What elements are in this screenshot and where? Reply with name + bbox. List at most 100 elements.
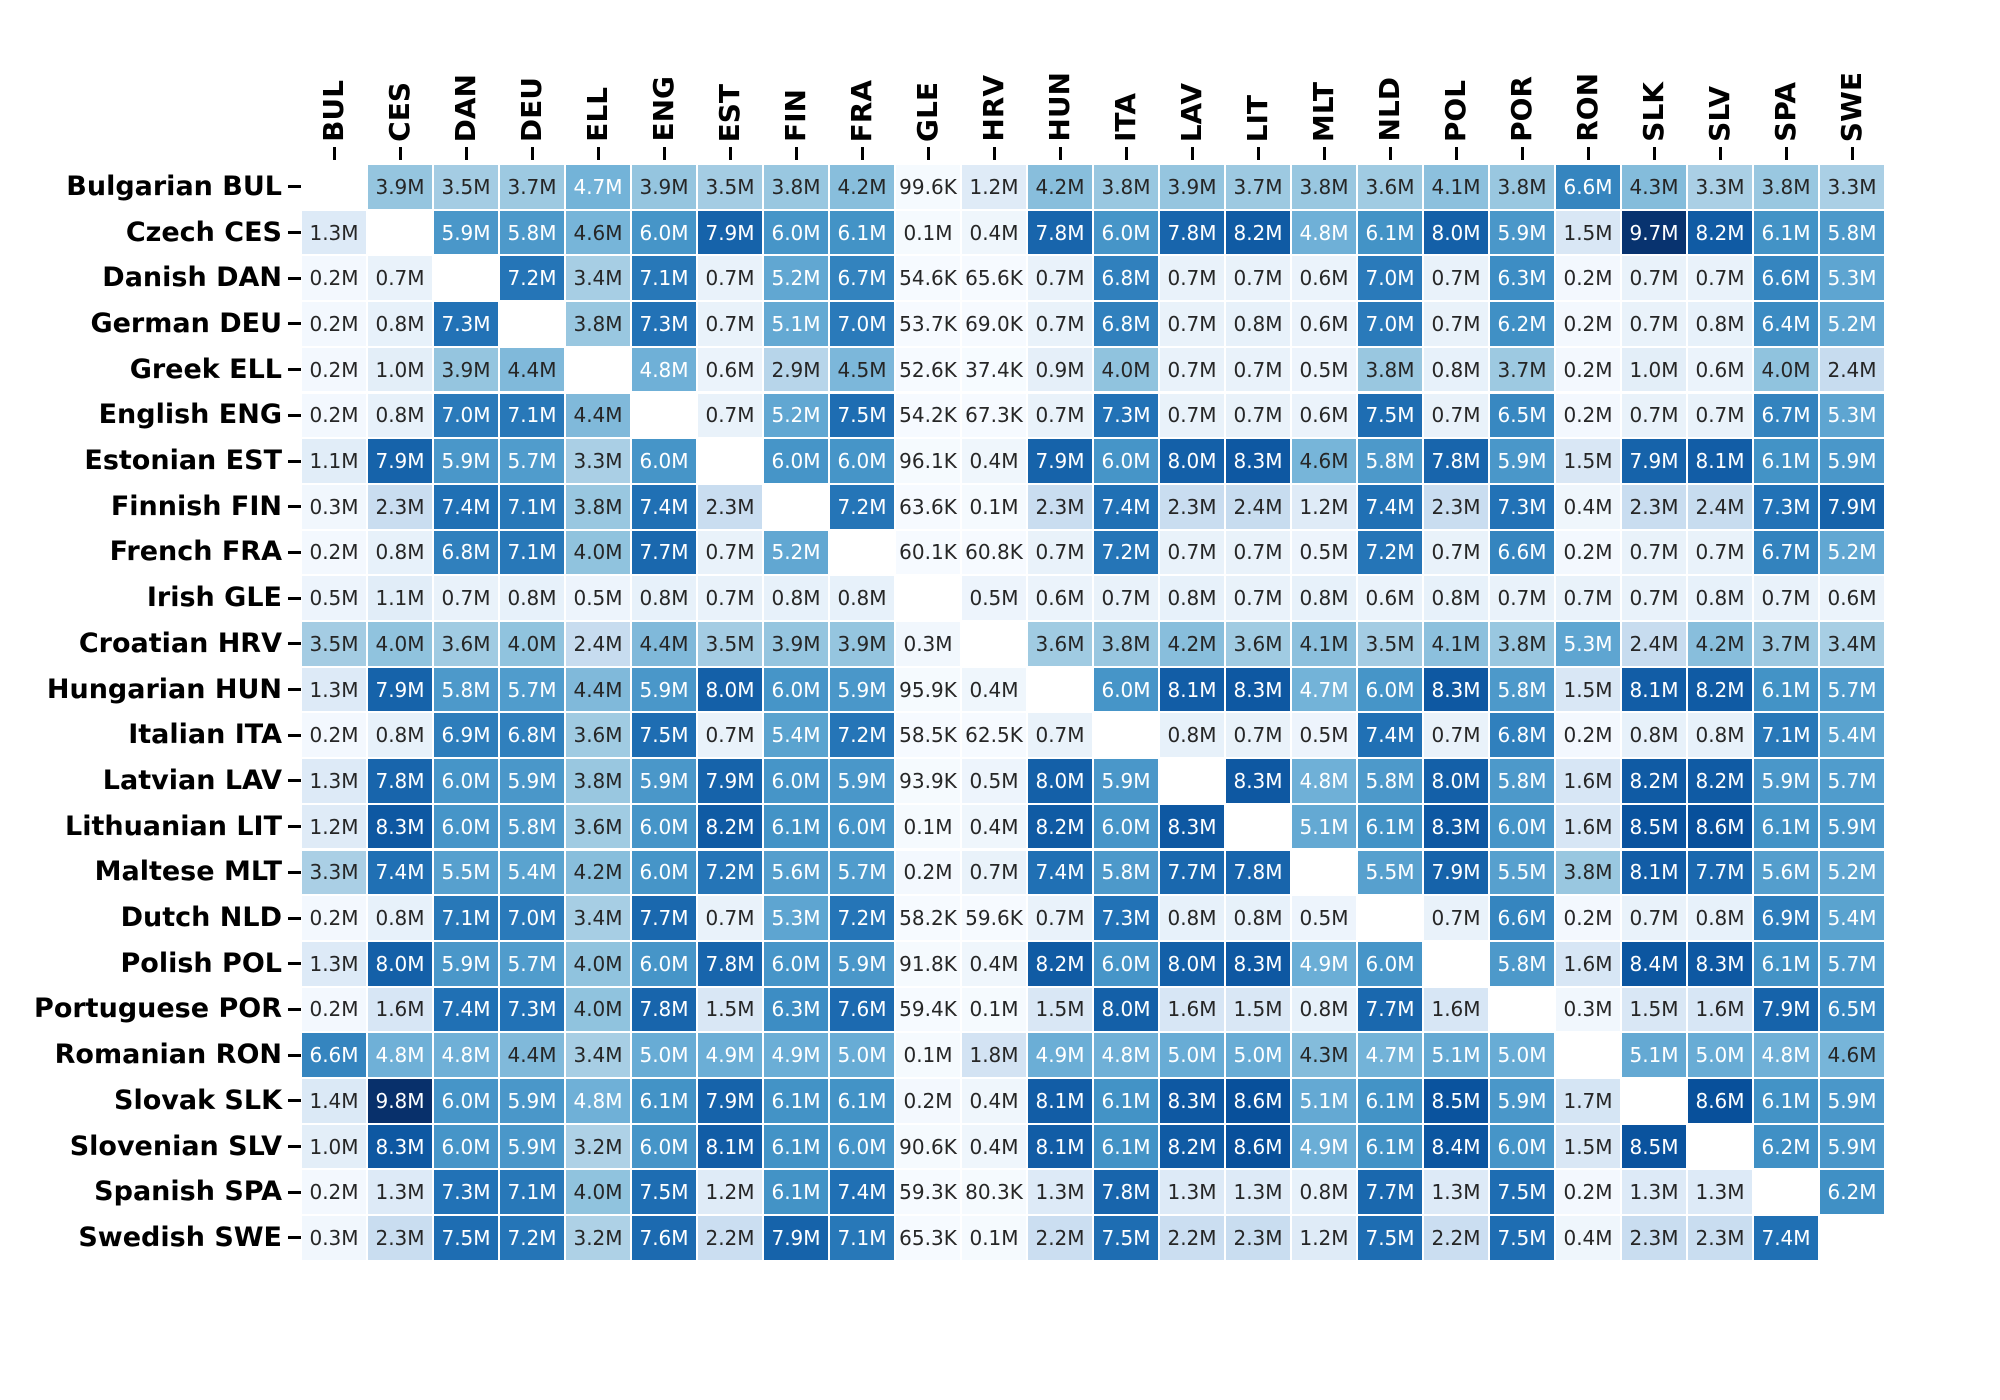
heatmap-cell-SLK-SPA: 6.1M <box>1753 1078 1819 1124</box>
heatmap-cell-NLD-SLK: 0.7M <box>1621 895 1687 941</box>
x-axis-tick <box>1520 147 1524 160</box>
x-axis-tick <box>992 147 996 160</box>
heatmap-cell-BUL-SLK: 4.3M <box>1621 164 1687 210</box>
heatmap-cell-LIT-POL: 8.3M <box>1423 803 1489 850</box>
y-axis-tick <box>288 550 301 554</box>
heatmap-cell-FIN-SPA: 7.3M <box>1753 483 1819 530</box>
heatmap-cell-SWE-BUL: 0.3M <box>301 1215 367 1261</box>
x-axis-tick <box>530 147 534 160</box>
heatmap-cell-SPA-MLT: 0.8M <box>1291 1169 1357 1216</box>
heatmap-cell-SLV-ELL: 3.2M <box>565 1123 631 1170</box>
heatmap-cell-LAV-FIN: 6.0M <box>763 758 829 804</box>
heatmap-cell-CES-MLT: 4.8M <box>1291 209 1357 256</box>
row-label-ITA: Italian ITA <box>128 719 282 751</box>
y-axis-tick <box>288 413 301 417</box>
heatmap-cell-HUN-NLD: 6.0M <box>1357 666 1423 713</box>
heatmap-cell-CES-EST: 7.9M <box>697 209 763 256</box>
heatmap-cell-EST-FIN: 6.0M <box>763 438 829 484</box>
heatmap-cell-FRA-FIN: 5.2M <box>763 529 829 576</box>
column-header-BUL: BUL <box>301 0 367 142</box>
heatmap-cell-LIT-DAN: 6.0M <box>433 803 499 850</box>
heatmap-cell-SLK-RON: 1.7M <box>1555 1078 1621 1124</box>
heatmap-cell-LAV-POR: 5.8M <box>1489 758 1555 804</box>
heatmap-cell-HRV-NLD: 3.5M <box>1357 621 1423 667</box>
y-axis-tick <box>288 1053 301 1057</box>
row-label-POR: Portuguese POR <box>34 993 282 1025</box>
heatmap-cell-ENG-FIN: 5.2M <box>763 392 829 439</box>
heatmap-cell-ENG-BUL: 0.2M <box>301 392 367 439</box>
heatmap-cell-ENG-CES: 0.8M <box>367 392 433 439</box>
x-axis-tick <box>332 147 336 160</box>
heatmap-cell-HRV-DAN: 3.6M <box>433 621 499 667</box>
heatmap-cell-HUN-MLT: 4.7M <box>1291 666 1357 713</box>
heatmap-cell-DEU-NLD: 7.0M <box>1357 301 1423 347</box>
heatmap-cell-SLV-NLD: 6.1M <box>1357 1123 1423 1170</box>
heatmap-cell-SPA-FRA: 7.4M <box>829 1169 895 1216</box>
heatmap-cell-LAV-SWE: 5.7M <box>1819 758 1885 804</box>
x-axis-tick <box>1256 147 1260 160</box>
heatmap-cell-SLK-LIT: 8.6M <box>1225 1078 1291 1124</box>
heatmap-cell-FIN-POR: 7.3M <box>1489 483 1555 530</box>
heatmap-cell-SWE-ENG: 7.6M <box>631 1215 697 1261</box>
heatmap-cell-GLE-POL: 0.8M <box>1423 575 1489 621</box>
heatmap-cell-DEU-HUN: 0.7M <box>1027 301 1093 347</box>
heatmap-cell-GLE-LAV: 0.8M <box>1159 575 1225 621</box>
heatmap-cell-LIT-FIN: 6.1M <box>763 803 829 850</box>
heatmap-cell-DEU-FIN: 5.1M <box>763 301 829 347</box>
x-axis-tick <box>1454 147 1458 160</box>
heatmap-cell-diagonal <box>895 575 961 621</box>
column-header-label: POR <box>1505 76 1538 142</box>
heatmap-cell-diagonal <box>1291 849 1357 896</box>
heatmap-cell-HUN-CES: 7.9M <box>367 666 433 713</box>
heatmap-cell-FIN-LIT: 2.4M <box>1225 483 1291 530</box>
x-axis-tick <box>1586 147 1590 160</box>
heatmap-cell-FIN-LAV: 2.3M <box>1159 483 1225 530</box>
heatmap-cell-RON-LAV: 5.0M <box>1159 1032 1225 1078</box>
heatmap-cell-NLD-RON: 0.2M <box>1555 895 1621 941</box>
heatmap-cell-FRA-ITA: 7.2M <box>1093 529 1159 576</box>
heatmap-cell-ITA-FIN: 5.4M <box>763 712 829 759</box>
heatmap-cell-diagonal <box>433 255 499 302</box>
heatmap-cell-CES-BUL: 1.3M <box>301 209 367 256</box>
heatmap-cell-HRV-EST: 3.5M <box>697 621 763 667</box>
heatmap-cell-LIT-GLE: 0.1M <box>895 803 961 850</box>
heatmap-cell-POR-MLT: 0.8M <box>1291 986 1357 1033</box>
heatmap-cell-EST-ITA: 6.0M <box>1093 438 1159 484</box>
heatmap-cell-MLT-BUL: 3.3M <box>301 849 367 896</box>
heatmap-cell-BUL-SLV: 3.3M <box>1687 164 1753 210</box>
heatmap-cell-FIN-FRA: 7.2M <box>829 483 895 530</box>
column-header-label: RON <box>1571 73 1604 142</box>
heatmap-cell-RON-GLE: 0.1M <box>895 1032 961 1078</box>
heatmap-cell-SPA-RON: 0.2M <box>1555 1169 1621 1216</box>
heatmap-cell-FIN-MLT: 1.2M <box>1291 483 1357 530</box>
heatmap-cell-LAV-GLE: 93.9K <box>895 758 961 804</box>
heatmap-cell-BUL-CES: 3.9M <box>367 164 433 210</box>
heatmap-cell-POL-DEU: 5.7M <box>499 940 565 987</box>
heatmap-cell-DEU-SPA: 6.4M <box>1753 301 1819 347</box>
heatmap-cell-CES-GLE: 0.1M <box>895 209 961 256</box>
heatmap-cell-SPA-POL: 1.3M <box>1423 1169 1489 1216</box>
x-axis-tick <box>398 147 402 160</box>
heatmap-cell-ENG-HRV: 67.3K <box>961 392 1027 439</box>
heatmap-cell-DAN-LAV: 0.7M <box>1159 255 1225 302</box>
heatmap-cell-ENG-LIT: 0.7M <box>1225 392 1291 439</box>
heatmap-cell-DEU-SLK: 0.7M <box>1621 301 1687 347</box>
heatmap-cell-FRA-RON: 0.2M <box>1555 529 1621 576</box>
heatmap-cell-EST-SLV: 8.1M <box>1687 438 1753 484</box>
heatmap-cell-LAV-NLD: 5.8M <box>1357 758 1423 804</box>
heatmap-cell-ELL-CES: 1.0M <box>367 346 433 393</box>
heatmap-cell-DEU-RON: 0.2M <box>1555 301 1621 347</box>
heatmap-cell-NLD-ELL: 3.4M <box>565 895 631 941</box>
heatmap-cell-DAN-SPA: 6.6M <box>1753 255 1819 302</box>
heatmap-cell-ITA-LIT: 0.7M <box>1225 712 1291 759</box>
heatmap-cell-SLK-SLV: 8.6M <box>1687 1078 1753 1124</box>
heatmap-cell-POL-ITA: 6.0M <box>1093 940 1159 987</box>
heatmap-cell-SLV-HUN: 8.1M <box>1027 1123 1093 1170</box>
heatmap-cell-FRA-BUL: 0.2M <box>301 529 367 576</box>
heatmap-cell-ELL-POR: 3.7M <box>1489 346 1555 393</box>
heatmap-cell-ITA-BUL: 0.2M <box>301 712 367 759</box>
heatmap-cell-NLD-DAN: 7.1M <box>433 895 499 941</box>
row-label-LIT: Lithuanian LIT <box>64 810 282 842</box>
heatmap-cell-ITA-SLK: 0.8M <box>1621 712 1687 759</box>
